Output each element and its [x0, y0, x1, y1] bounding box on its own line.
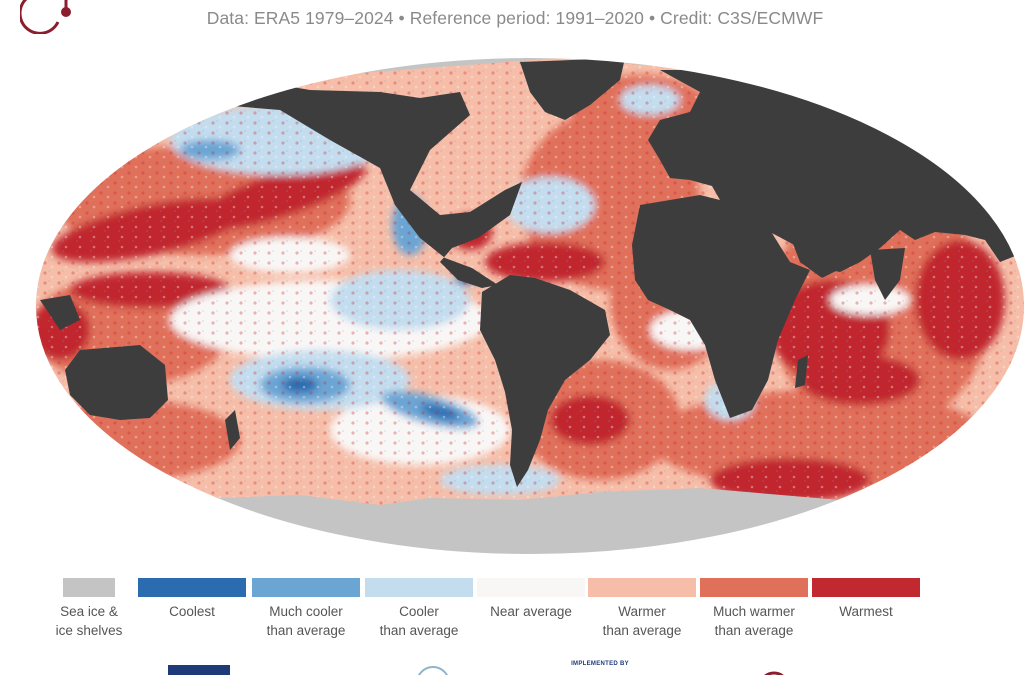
legend-label: Much cooler than average: [266, 604, 346, 638]
legend-label: Cooler than average: [379, 604, 459, 638]
footer-logos: ▬▬▬▬▬ IMPLEMENTED BY: [0, 655, 1030, 675]
legend-label: Near average: [490, 604, 572, 619]
arabian-peninsula: [790, 236, 842, 278]
climate-logo-icon: [764, 671, 784, 675]
legend-label: Coolest: [169, 604, 215, 619]
globe-projection: [35, 57, 1025, 555]
legend-swatch: [365, 578, 473, 597]
c3s-logo-icon: [416, 666, 450, 675]
legend-swatch: [700, 578, 808, 597]
south-america: [480, 275, 610, 487]
data-credit-subtitle: Data: ERA5 1979–2024 • Reference period:…: [206, 8, 824, 28]
legend: Sea ice & ice shelves Coolest Much coole…: [0, 578, 1030, 648]
legend-swatch: [63, 578, 115, 597]
legend-label: Sea ice & ice shelves: [55, 604, 123, 638]
climate-thermometer-logo-icon: [20, 0, 71, 34]
antarctic-ice-shelf: [35, 488, 1025, 555]
indonesia: [40, 295, 80, 330]
new-zealand: [225, 410, 240, 450]
legend-swatch: [252, 578, 360, 597]
legend-swatch: [477, 578, 585, 597]
legend-label: Warmest: [839, 604, 893, 619]
eu-flag-icon: [168, 665, 230, 675]
madagascar: [795, 355, 808, 388]
australia: [65, 345, 168, 420]
legend-swatch: [138, 578, 246, 597]
legend-swatch: [588, 578, 696, 597]
africa: [632, 195, 810, 418]
north-america: [60, 80, 522, 288]
programme-logo-text-icon: ▬▬▬▬▬: [248, 673, 303, 675]
legend-label: Warmer than average: [602, 604, 682, 638]
sea-surface-temperature-map: [34, 56, 1026, 556]
legend-swatch: [812, 578, 920, 597]
globe-outline: [34, 56, 1026, 556]
greenland: [520, 58, 625, 120]
indian-subcontinent: [870, 248, 905, 300]
implemented-by-label: IMPLEMENTED BY: [571, 661, 629, 667]
legend-label: Much warmer than average: [713, 604, 795, 638]
